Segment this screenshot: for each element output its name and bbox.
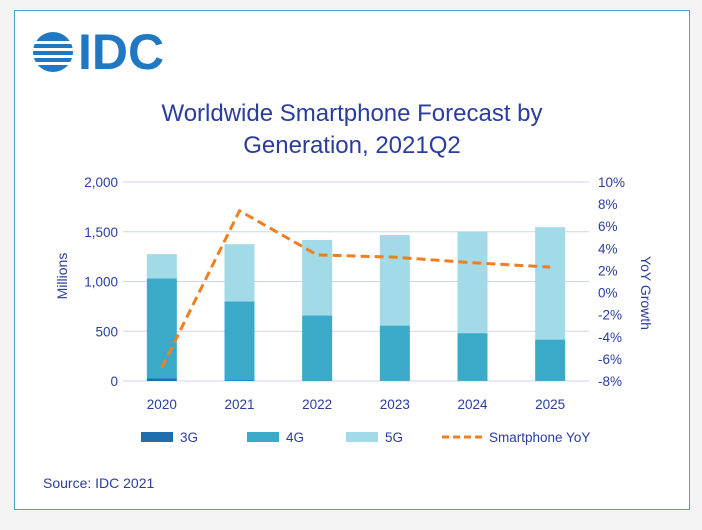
idc-logo: IDC [29,24,164,80]
chart-legend: 3G 4G 5G Smartphone YoY [141,430,590,445]
legend-label-yoy: Smartphone YoY [489,430,590,445]
bar-series [146,227,566,381]
y-tick-label: 1,000 [84,275,118,290]
y2-tick-label: -2% [598,308,622,323]
y2-tick-label: 0% [598,286,618,301]
legend-label-4g: 4G [286,430,304,445]
yoy-line [160,209,551,369]
bar-4g-2023 [379,325,410,381]
x-tick-label: 2020 [147,397,177,412]
y2-tick-label: -8% [598,374,622,389]
bar-4g-2025 [535,339,566,381]
bar-5g-2022 [302,239,333,316]
bar-5g-2025 [535,227,566,340]
bar-4g-2022 [302,315,333,381]
x-tick-label: 2021 [224,397,254,412]
legend-swatch-4g [247,432,279,442]
chart-card: IDC Worldwide Smartphone Forecast by Gen… [14,10,690,510]
bar-5g-2020 [146,254,177,279]
bar-5g-2024 [457,231,488,334]
axis-ticks: 0 500 1,000 1,500 2,000 -8% -6% -4% -2% 0% 2% 4% 6% 8… [84,175,625,412]
legend-swatch-5g [346,432,378,442]
bar-4g-2020 [146,278,177,379]
idc-globe-icon [29,32,77,72]
y2-tick-label: 4% [598,241,618,256]
bar-5g-2023 [379,235,410,326]
legend-swatch-3g [141,432,173,442]
legend-label-5g: 5G [385,430,403,445]
bar-4g-2024 [457,333,488,381]
y2-tick-label: 2% [598,263,618,278]
logo-text: IDC [78,24,164,80]
chart-title-line-1: Worldwide Smartphone Forecast by [161,100,542,127]
x-tick-label: 2025 [535,397,565,412]
y-tick-label: 500 [95,324,118,339]
y-tick-label: 0 [110,374,118,389]
y2-axis-title: YoY Growth [638,256,654,330]
chart-svg: IDC Worldwide Smartphone Forecast by Gen… [29,24,654,491]
legend-label-3g: 3G [180,430,198,445]
y2-tick-label: 6% [598,219,618,234]
bar-4g-2021 [224,301,255,381]
y2-tick-label: -4% [598,330,622,345]
chart-title-line-2: Generation, 2021Q2 [243,132,461,159]
source-note: Source: IDC 2021 [43,475,154,491]
x-tick-label: 2022 [302,397,332,412]
bar-3g-2020 [146,378,177,381]
y-axis-title: Millions [54,253,70,300]
yoy-line-series [160,209,551,369]
y2-tick-label: -6% [598,352,622,367]
y2-tick-label: 8% [598,197,618,212]
gridlines [123,181,589,382]
x-tick-label: 2023 [380,397,410,412]
bar-5g-2021 [224,244,255,302]
y2-tick-label: 10% [598,175,625,190]
x-tick-label: 2024 [457,397,488,412]
y-tick-label: 1,500 [84,225,118,240]
y-tick-label: 2,000 [84,175,118,190]
